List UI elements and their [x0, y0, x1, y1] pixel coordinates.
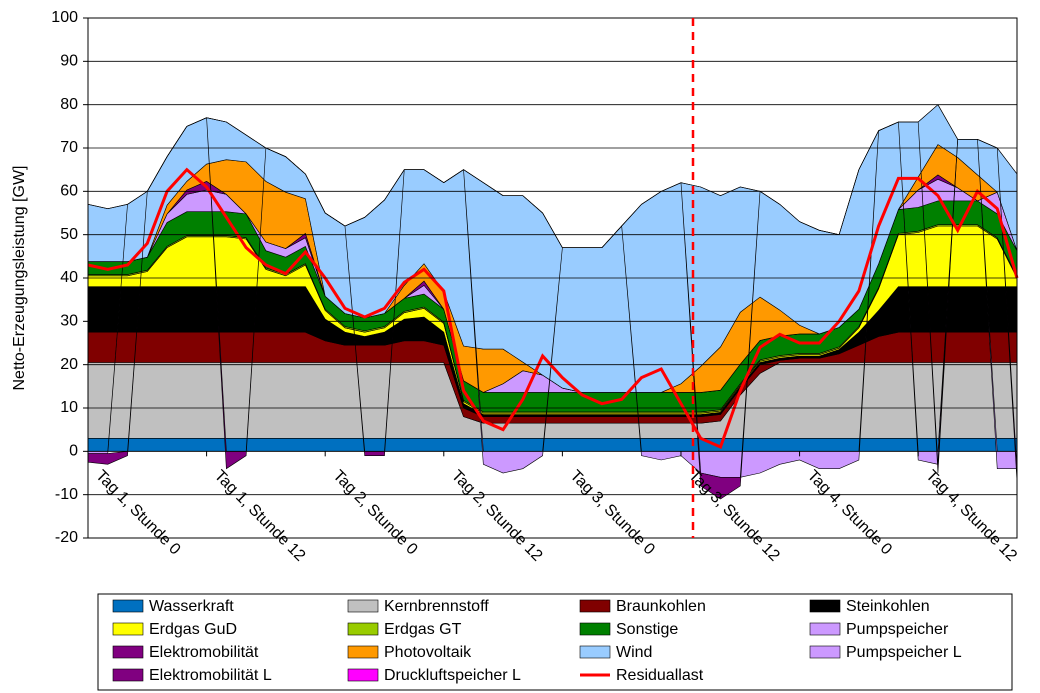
legend-label: Steinkohlen	[846, 598, 930, 615]
legend-swatch	[809, 599, 841, 613]
legend-swatch	[112, 668, 144, 682]
legend-swatch	[579, 645, 611, 659]
plot-areas	[87, 104, 1019, 500]
y-axis-label: Netto-Erzeugungsleistung [GW]	[11, 166, 28, 391]
y-tick-label: 10	[60, 399, 78, 416]
legend-label: Wind	[616, 644, 652, 661]
x-tick-label: Tag 2, Stunde 12	[448, 467, 546, 565]
legend-swatch	[579, 599, 611, 613]
area	[87, 438, 1018, 452]
legend-label: Pumpspeicher L	[846, 644, 962, 661]
y-tick-label: 50	[60, 226, 78, 243]
legend-label: Druckluftspeicher L	[384, 667, 521, 684]
y-tick-label: 30	[60, 313, 78, 330]
y-tick-label: 20	[60, 356, 78, 373]
legend-label: Photovoltaik	[384, 644, 472, 661]
y-tick-label: 60	[60, 183, 78, 200]
legend-label: Wasserkraft	[149, 598, 234, 615]
legend-swatch	[112, 622, 144, 636]
y-tick-label: 80	[60, 96, 78, 113]
legend-swatch	[347, 599, 379, 613]
x-tick-label: Tag 4, Stunde 12	[922, 467, 1020, 565]
legend-swatch	[809, 645, 841, 659]
legend-swatch	[809, 622, 841, 636]
legend-swatch	[112, 599, 144, 613]
x-tick-label: Tag 4, Stunde 0	[804, 467, 895, 558]
line	[87, 167, 1019, 450]
legend-swatch	[112, 645, 144, 659]
legend-box	[97, 593, 1013, 691]
y-tick-label: 70	[60, 139, 78, 156]
y-tick-label: -10	[55, 486, 78, 503]
legend-label: Erdgas GuD	[149, 621, 237, 638]
legend-label: Sonstige	[616, 621, 678, 638]
legend-swatch	[347, 645, 379, 659]
legend-swatch	[347, 668, 379, 682]
legend-swatch	[347, 622, 379, 636]
y-tick-label: 90	[60, 53, 78, 70]
legend-label: Braunkohlen	[616, 598, 706, 615]
legend-label: Kernbrennstoff	[384, 598, 489, 615]
y-tick-label: -20	[55, 529, 78, 546]
plot-frame	[87, 17, 1018, 539]
y-tick-label: 100	[51, 9, 78, 26]
legend-label: Elektromobilität	[149, 644, 259, 661]
x-tick-label: Tag 1, Stunde 0	[92, 467, 183, 558]
x-tick-label: Tag 2, Stunde 0	[329, 467, 420, 558]
x-tick-label: Tag 3, Stunde 0	[567, 467, 658, 558]
y-tick-label: 40	[60, 269, 78, 286]
legend-label: Pumpspeicher	[846, 621, 949, 638]
x-tick-label: Tag 1, Stunde 12	[211, 467, 309, 565]
legend-swatch	[579, 622, 611, 636]
legend-label: Residuallast	[616, 667, 704, 684]
legend-label: Elektromobilität L	[149, 667, 272, 684]
y-tick-label: 0	[69, 443, 78, 460]
legend-label: Erdgas GT	[384, 621, 462, 638]
